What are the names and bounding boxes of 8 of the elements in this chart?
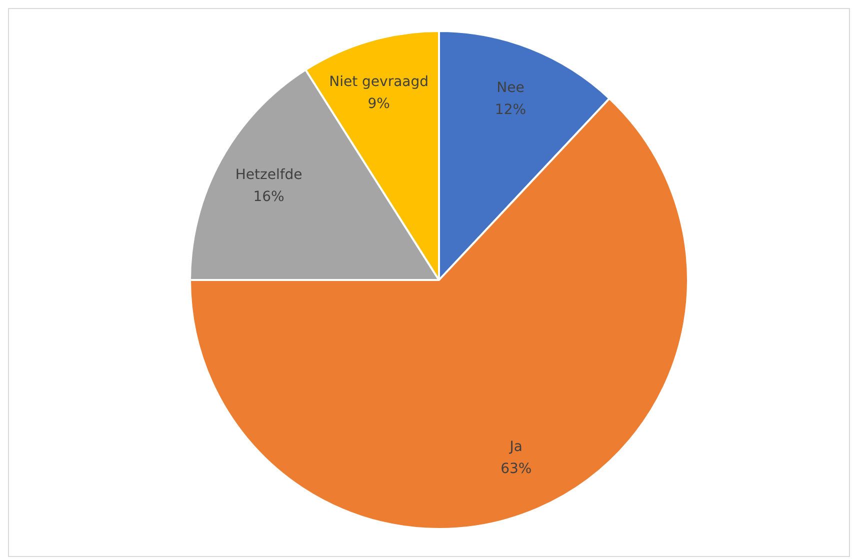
- slice-label: Niet gevraagd: [329, 74, 429, 90]
- data-label: 16%: [253, 189, 284, 206]
- data-label: 9%: [368, 96, 390, 112]
- slice-label: Ja: [508, 438, 522, 455]
- slice-label: Nee: [496, 80, 524, 96]
- data-label: 12%: [494, 102, 526, 118]
- slice-label: Hetzelfde: [235, 167, 302, 184]
- data-label: 63%: [500, 460, 532, 477]
